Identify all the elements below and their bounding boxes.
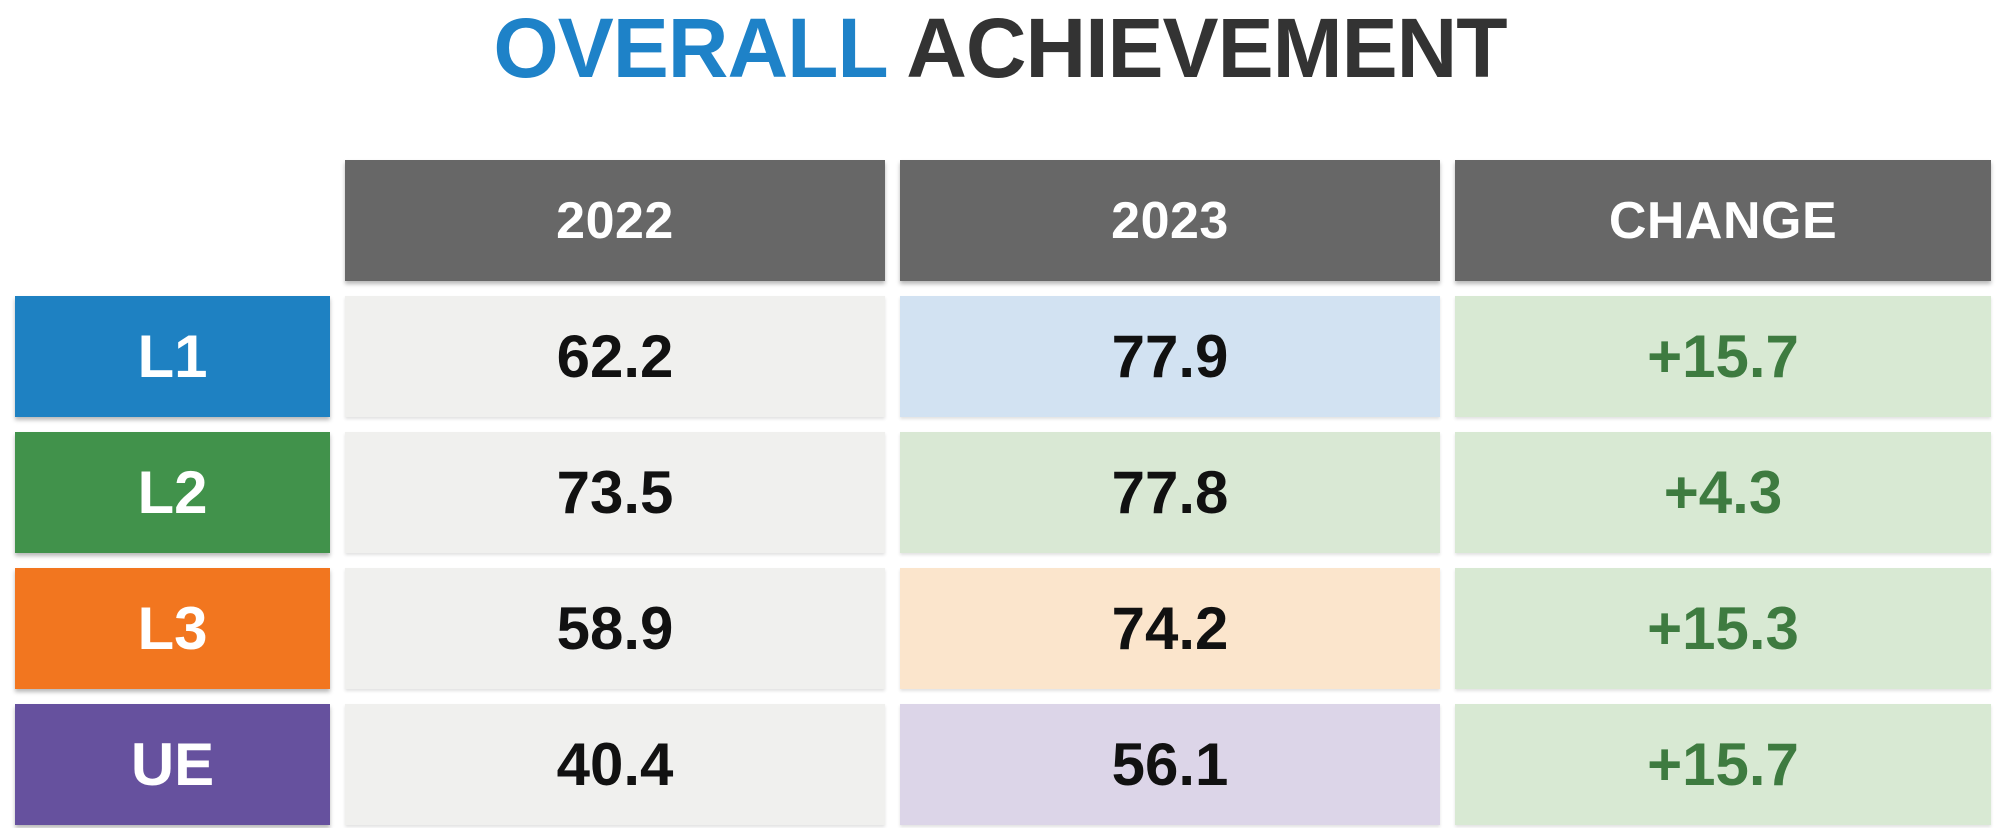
- column-header-change: CHANGE: [1455, 160, 1991, 281]
- cell-l3-change: +15.3: [1455, 568, 1991, 689]
- cell-l2-change: +4.3: [1455, 432, 1991, 553]
- row-label-l1: L1: [15, 296, 330, 417]
- cell-l1-change: +15.7: [1455, 296, 1991, 417]
- cell-ue-2022: 40.4: [345, 704, 885, 825]
- cell-l2-2023: 77.8: [900, 432, 1440, 553]
- row-label-l3: L3: [15, 568, 330, 689]
- table-corner-spacer: [15, 160, 330, 281]
- cell-ue-change: +15.7: [1455, 704, 1991, 825]
- cell-l2-2022: 73.5: [345, 432, 885, 553]
- cell-ue-2023: 56.1: [900, 704, 1440, 825]
- column-header-2022: 2022: [345, 160, 885, 281]
- row-label-ue: UE: [15, 704, 330, 825]
- achievement-table: 2022 2023 CHANGE L1 62.2 77.9 +15.7 L2 7…: [15, 160, 1991, 825]
- title-rest: ACHIEVEMENT: [906, 1, 1507, 95]
- title-highlight: OVERALL: [493, 1, 888, 95]
- cell-l3-2023: 74.2: [900, 568, 1440, 689]
- column-header-2023: 2023: [900, 160, 1440, 281]
- cell-l1-2023: 77.9: [900, 296, 1440, 417]
- page-title: OVERALL ACHIEVEMENT: [0, 0, 2000, 92]
- row-label-l2: L2: [15, 432, 330, 553]
- cell-l1-2022: 62.2: [345, 296, 885, 417]
- cell-l3-2022: 58.9: [345, 568, 885, 689]
